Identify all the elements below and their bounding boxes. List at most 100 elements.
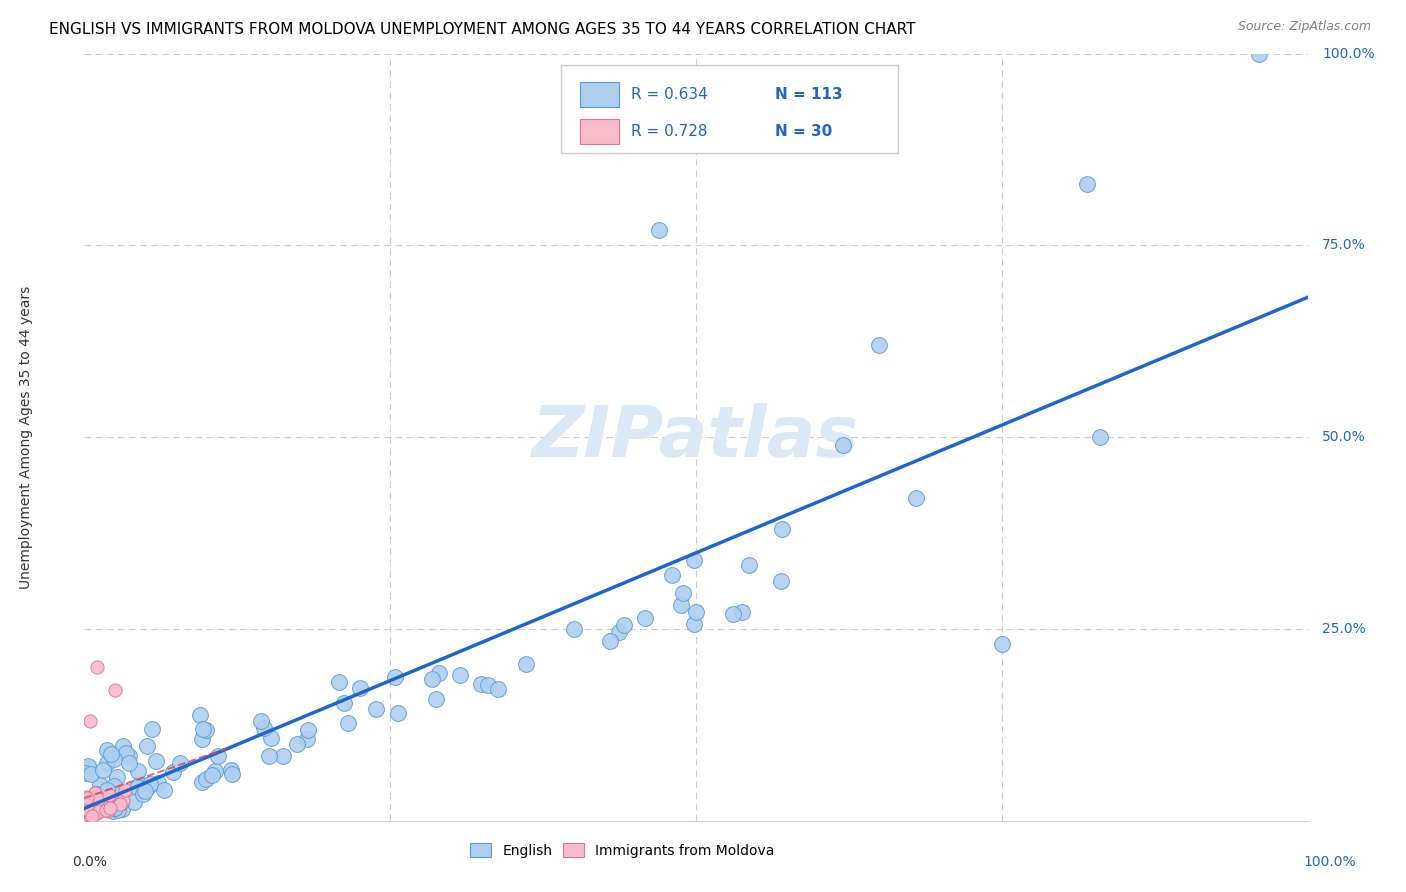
Point [114,783,136,797]
Text: 50.0%: 50.0% [1322,430,1367,444]
Point [89,805,111,819]
Point [669,599,692,613]
Point [84,793,107,807]
Point [486,682,509,697]
Point [111,802,134,816]
Point [562,622,585,636]
Point [257,749,280,764]
Point [991,637,1014,651]
Point [84,789,107,804]
Point [162,765,184,780]
Text: 100.0%: 100.0% [1303,855,1357,869]
Point [139,777,162,791]
Text: R = 0.728: R = 0.728 [631,124,707,139]
Point [169,756,191,771]
Point [132,787,155,801]
Point [477,678,499,692]
Point [122,795,145,809]
Point [80,767,103,781]
Point [770,574,793,589]
Point [136,781,159,796]
Point [75,766,97,780]
Point [112,793,135,807]
Point [105,787,128,801]
Point [1076,177,1098,191]
Point [609,625,631,640]
Point [115,747,138,761]
Text: 75.0%: 75.0% [1322,238,1367,252]
Point [672,586,695,600]
Point [101,804,124,818]
Point [103,752,125,766]
FancyBboxPatch shape [579,120,619,144]
Point [661,568,683,582]
Point [190,775,212,789]
Point [89,798,111,813]
Text: ENGLISH VS IMMIGRANTS FROM MOLDOVA UNEMPLOYMENT AMONG AGES 35 TO 44 YEARS CORREL: ENGLISH VS IMMIGRANTS FROM MOLDOVA UNEMP… [49,22,915,37]
Point [271,748,294,763]
Point [634,611,657,625]
Point [135,739,157,753]
Point [100,747,122,761]
Point [77,758,100,772]
Point [134,784,156,798]
Point [79,714,101,728]
Point [94,801,117,815]
Point [425,692,447,706]
Point [721,607,744,621]
Point [98,801,121,815]
Point [905,491,928,506]
FancyBboxPatch shape [561,65,898,153]
Point [104,801,127,815]
FancyBboxPatch shape [579,82,619,107]
Point [86,805,108,820]
Point [219,763,242,777]
Point [80,793,103,807]
Point [104,791,127,805]
Point [201,768,224,782]
Point [125,780,148,794]
Point [1247,46,1270,61]
Point [349,681,371,695]
Point [86,800,108,814]
Point [108,797,131,812]
Point [76,790,98,805]
Point [77,803,100,817]
Point [76,805,98,819]
Point [195,772,218,786]
Point [384,670,406,684]
Point [98,789,121,803]
Point [83,802,105,816]
Point [107,784,129,798]
Point [105,770,128,784]
Point [387,706,409,721]
Point [145,754,167,768]
Point [250,714,273,728]
Point [96,743,118,757]
Text: R = 0.634: R = 0.634 [631,87,707,103]
Point [91,763,114,777]
Point [738,558,761,573]
Point [82,799,104,814]
Point [103,779,125,793]
Point [75,790,97,805]
Text: 100.0%: 100.0% [1322,46,1375,61]
Point [260,731,283,745]
Point [285,737,308,751]
Point [77,760,100,774]
Point [364,701,387,715]
Point [191,722,214,736]
Point [97,798,120,813]
Point [770,522,793,536]
Point [103,800,125,814]
Point [80,802,103,816]
Point [112,739,135,754]
Point [682,616,704,631]
Point [100,797,122,812]
Point [297,723,319,738]
Point [107,803,129,817]
Point [683,553,706,567]
Point [207,749,229,764]
Point [76,796,98,810]
Point [96,756,118,770]
